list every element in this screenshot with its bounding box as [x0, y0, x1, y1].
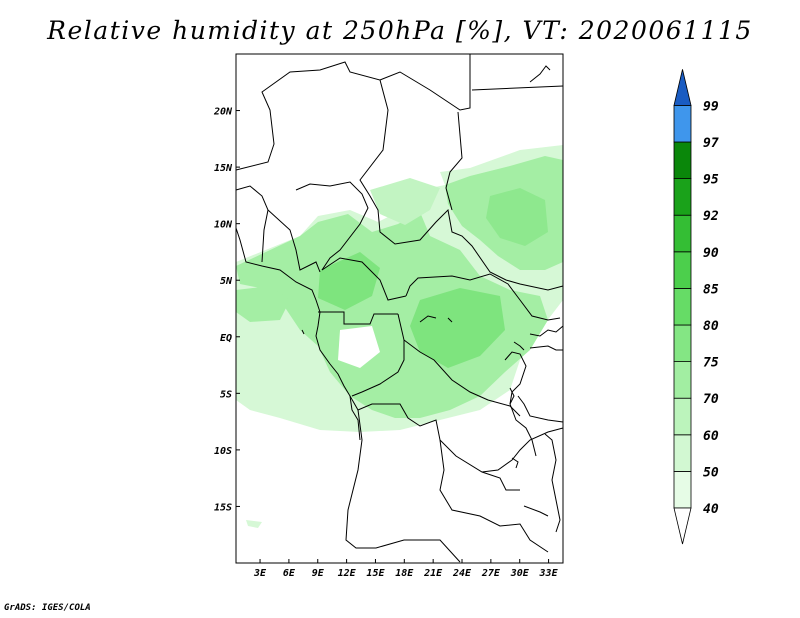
- humidity-patch-5: [338, 326, 380, 368]
- colorbar-label: 95: [703, 173, 719, 188]
- lon-tick-label: 27E: [481, 568, 501, 579]
- grads-credit: GrADS: IGES/COLA: [4, 603, 91, 613]
- map-area: [235, 53, 564, 564]
- lon-tick-label: 30E: [510, 568, 530, 579]
- colorbar-label: 70: [703, 392, 719, 407]
- lon-tick-label: 3E: [253, 568, 267, 579]
- lon-tick-label: 24E: [452, 568, 472, 579]
- colorbar: 40 50 60 70 75 80 85 90 92 95 97 99: [673, 69, 719, 545]
- lon-tick-label: 21E: [423, 568, 443, 579]
- colorbar-label: 40: [703, 502, 719, 517]
- colorbar-label: 92: [703, 209, 719, 224]
- colorbar-label: 75: [703, 356, 719, 371]
- colorbar-label: 97: [703, 136, 719, 151]
- latitude-axis: 20N 15N 10N 5N EQ 5S 10S 15S: [213, 107, 240, 513]
- humidity-patch-2: [410, 288, 505, 368]
- lat-tick-label: 15N: [214, 163, 233, 174]
- colorbar-band: [673, 141, 692, 179]
- lon-tick-label: 18E: [395, 568, 414, 579]
- lon-tick-label: 33E: [539, 568, 559, 579]
- lat-tick-label: 5S: [220, 389, 232, 400]
- colorbar-band: [673, 251, 692, 289]
- lat-tick-label: 15S: [214, 502, 232, 513]
- humidity-patch-4: [486, 188, 548, 246]
- colorbar-upper-arrow: [673, 69, 692, 106]
- coastline: [235, 65, 561, 533]
- colorbar-label: 90: [703, 246, 719, 261]
- colorbar-band: [673, 361, 692, 399]
- humidity-shading: [236, 145, 563, 528]
- colorbar-label: 60: [703, 429, 719, 444]
- colorbar-label: 80: [703, 319, 719, 334]
- humidity-area-northeast: [370, 178, 440, 225]
- lon-tick-label: 9E: [312, 568, 325, 579]
- humidity-patch-3: [236, 286, 290, 322]
- lon-tick-label: 12E: [338, 568, 357, 579]
- colorbar-band: [673, 324, 692, 362]
- lat-tick-label: 5N: [220, 276, 233, 287]
- colorbar-lower-arrow: [673, 507, 692, 545]
- humidity-patch-1: [318, 252, 380, 310]
- lat-tick-label: 10N: [214, 220, 233, 231]
- colorbar-band: [673, 214, 692, 253]
- longitude-axis: 3E 6E 9E 12E 15E 18E 21E 24E 27E 30E 33E: [253, 559, 559, 579]
- lat-tick-label: EQ: [220, 333, 232, 344]
- country-borders: [235, 54, 564, 563]
- lat-tick-label: 20N: [213, 107, 233, 118]
- colorbar-band: [673, 178, 692, 216]
- humidity-patch-6: [246, 520, 262, 528]
- map-frame: [235, 53, 564, 564]
- colorbar-band: [673, 397, 692, 436]
- colorbar-label: 85: [703, 282, 719, 297]
- lon-tick-label: 15E: [366, 568, 385, 579]
- lon-tick-label: 6E: [283, 568, 296, 579]
- colorbar-label: 50: [703, 465, 719, 480]
- colorbar-band: [673, 434, 692, 472]
- lat-tick-label: 10S: [214, 446, 232, 457]
- colorbar-band: [673, 287, 692, 326]
- map-title: Relative humidity at 250hPa [%], VT: 202…: [47, 16, 753, 45]
- colorbar-band: [673, 470, 692, 509]
- colorbar-band: [673, 105, 692, 143]
- colorbar-label: 99: [703, 99, 719, 114]
